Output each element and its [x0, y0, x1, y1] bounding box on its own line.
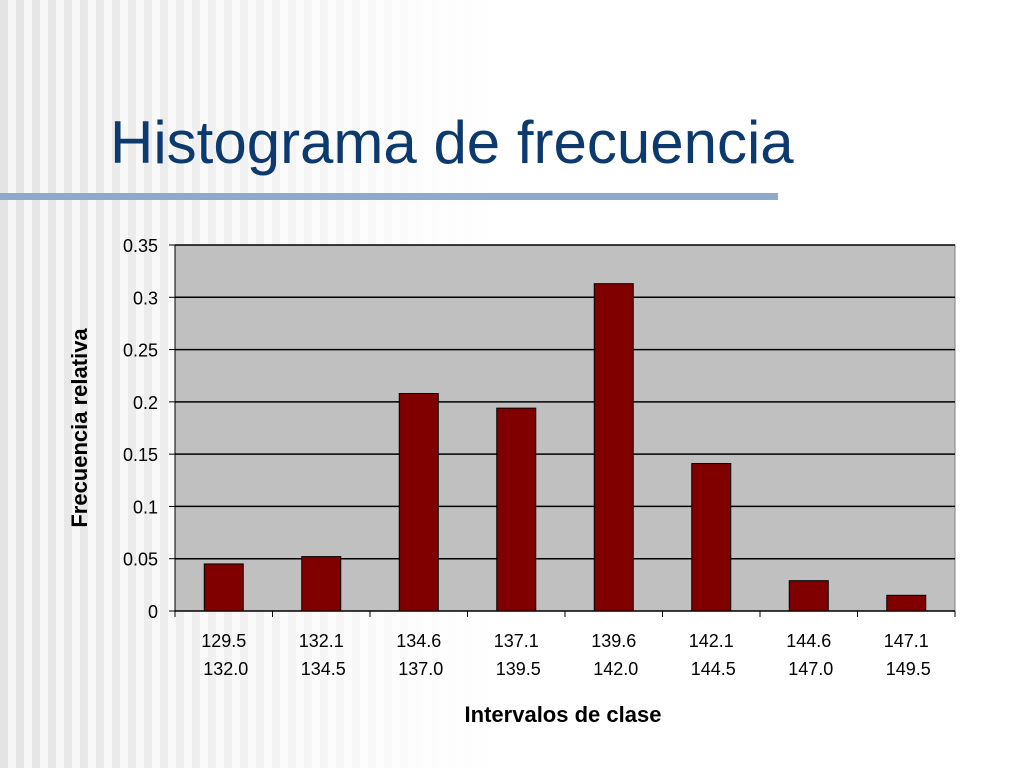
x-tick-label: 142.0 — [593, 659, 638, 679]
bar — [593, 283, 634, 612]
bar — [301, 556, 342, 612]
x-tick-label: 144.5 — [691, 659, 736, 679]
x-tick-label: 139.6 — [591, 631, 636, 651]
bar — [886, 594, 927, 612]
y-axis-label: Frecuencia relativa — [67, 328, 92, 528]
y-tick-label: 0 — [148, 602, 158, 622]
bar — [788, 580, 829, 612]
y-tick-label: 0.25 — [123, 341, 158, 361]
x-tick-label: 142.1 — [689, 631, 734, 651]
x-tick-label: 139.5 — [496, 659, 541, 679]
y-tick-label: 0.35 — [123, 236, 158, 256]
x-tick-label: 134.6 — [396, 631, 441, 651]
x-tick-label: 137.1 — [494, 631, 539, 651]
x-axis-label: Intervalos de clase — [465, 702, 662, 727]
y-tick-label: 0.3 — [133, 288, 158, 308]
x-tick-label: 137.0 — [398, 659, 443, 679]
y-tick-label: 0.2 — [133, 393, 158, 413]
title-rule — [0, 193, 778, 200]
x-tick-label: 129.5 — [201, 631, 246, 651]
bar — [398, 392, 439, 612]
slide-title: Histograma de frecuencia — [110, 109, 794, 176]
y-tick-label: 0.05 — [123, 550, 158, 570]
x-tick-label: 149.5 — [886, 659, 931, 679]
bar — [203, 563, 244, 612]
x-tick-label: 132.1 — [299, 631, 344, 651]
bar — [691, 463, 732, 612]
bar — [496, 407, 537, 612]
x-tick-label: 144.6 — [786, 631, 831, 651]
x-tick-label: 147.0 — [788, 659, 833, 679]
x-tick-label: 132.0 — [203, 659, 248, 679]
x-tick-label: 147.1 — [884, 631, 929, 651]
x-tick-label: 134.5 — [301, 659, 346, 679]
y-tick-label: 0.15 — [123, 445, 158, 465]
y-tick-label: 0.1 — [133, 497, 158, 517]
plot-area — [174, 244, 956, 612]
